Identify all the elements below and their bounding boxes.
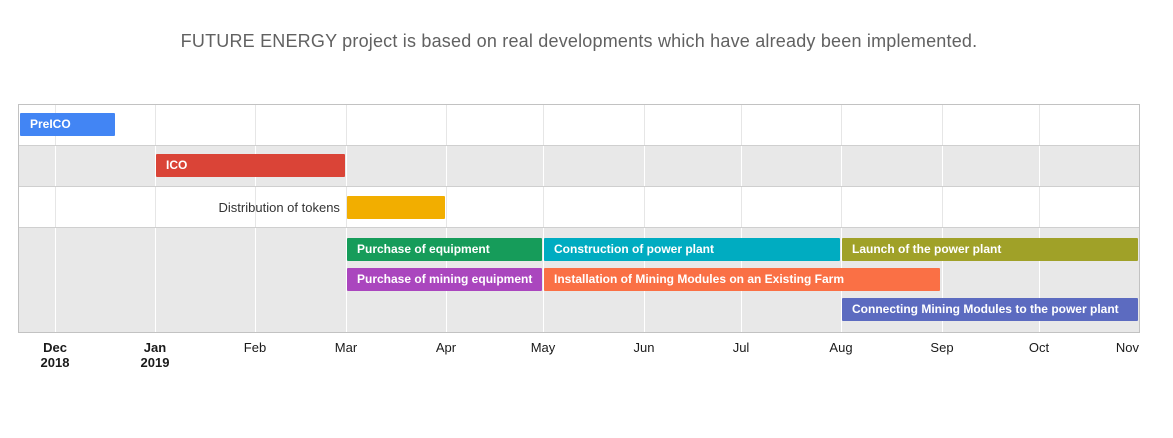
gridline (155, 187, 156, 228)
gantt-chart: PreICO ICO Distribution of tokens Purchase … (18, 104, 1140, 333)
task-bar[interactable]: Connecting Mining Modules to the power p… (842, 298, 1138, 321)
axis-year-text: 2019 (140, 355, 170, 370)
axis-month-text: Nov (1115, 340, 1139, 355)
task-label: Connecting Mining Modules to the power p… (852, 302, 1119, 316)
task-bar[interactable]: Installation of Mining Modules on an Exi… (544, 268, 940, 291)
task-label: ICO (166, 158, 188, 172)
gridline (942, 146, 943, 187)
axis-month-label: Aug (829, 340, 852, 355)
row-separator (19, 227, 1139, 228)
axis-month-text: Oct (1028, 340, 1050, 355)
gridline (543, 228, 544, 332)
gridline (1039, 105, 1040, 146)
row-separator (19, 145, 1139, 146)
axis-month-text: May (530, 340, 556, 355)
axis-month-label: Jul (733, 340, 750, 355)
task-bar[interactable]: Construction of power plant (544, 238, 840, 261)
gridline (155, 146, 156, 187)
gridline (346, 105, 347, 146)
gridline (543, 146, 544, 187)
task-label: Installation of Mining Modules on an Exi… (554, 272, 845, 286)
task-label: Construction of power plant (554, 242, 714, 256)
axis-month-label: May (531, 340, 556, 355)
gridline (255, 105, 256, 146)
gridline (741, 187, 742, 228)
row-separator (19, 186, 1139, 187)
gridline (841, 105, 842, 146)
task-bar[interactable] (347, 196, 445, 219)
axis-month-text: Apr (435, 340, 457, 355)
gridline (446, 105, 447, 146)
gridline (55, 187, 56, 228)
task-label: Purchase of mining equipment (357, 272, 533, 286)
gridline (644, 146, 645, 187)
axis-month-label: Mar (335, 340, 357, 355)
gantt-axis: Dec 2018 Jan 2019 Feb Mar Apr May Jun Jul Aug Sep Oc… (19, 340, 1139, 385)
gridline (255, 228, 256, 332)
gridline (446, 146, 447, 187)
axis-month-text: Jan (143, 340, 167, 355)
axis-month-text: Feb (243, 340, 267, 355)
axis-month-label: Feb (244, 340, 266, 355)
task-label: PreICO (30, 117, 71, 131)
gridline (644, 105, 645, 146)
axis-month-text: Jul (732, 340, 750, 355)
gridline (543, 105, 544, 146)
task-label: Launch of the power plant (852, 242, 1002, 256)
axis-year-text: 2018 (40, 355, 70, 370)
gridline (446, 187, 447, 228)
gridline (55, 146, 56, 187)
chart-title: FUTURE ENERGY project is based on real d… (180, 31, 978, 51)
gridline (741, 146, 742, 187)
task-label-outside: Distribution of tokens (218, 200, 340, 215)
axis-month-label: Nov (1116, 340, 1139, 355)
gridline (942, 187, 943, 228)
task-bar[interactable]: Purchase of mining equipment (347, 268, 542, 291)
gridline (644, 187, 645, 228)
gridline (255, 187, 256, 228)
chart-row (19, 105, 1139, 146)
gridline (55, 228, 56, 332)
chart-row (19, 187, 1139, 228)
axis-month-label: Jun (634, 340, 655, 355)
gridline (346, 146, 347, 187)
gridline (1039, 228, 1040, 332)
gridline (1039, 146, 1040, 187)
gridline (346, 187, 347, 228)
task-bar[interactable]: Purchase of equipment (347, 238, 542, 261)
task-bar[interactable]: Launch of the power plant (842, 238, 1138, 261)
gridline (741, 105, 742, 146)
gridline (543, 187, 544, 228)
gridline (155, 228, 156, 332)
gridline (346, 228, 347, 332)
gridline (841, 187, 842, 228)
axis-month-label: Dec 2018 (41, 340, 70, 370)
gridline (942, 228, 943, 332)
axis-month-text: Aug (829, 340, 853, 355)
gridline (1039, 187, 1040, 228)
gridline (155, 105, 156, 146)
axis-month-text: Jun (633, 340, 655, 355)
axis-month-text: Sep (930, 340, 954, 355)
task-bar[interactable]: PreICO (20, 113, 115, 136)
gridline (942, 105, 943, 146)
axis-month-text: Mar (334, 340, 358, 355)
axis-month-label: Apr (436, 340, 456, 355)
task-bar[interactable]: ICO (156, 154, 345, 177)
task-label: Purchase of equipment (357, 242, 490, 256)
axis-month-label: Oct (1029, 340, 1049, 355)
axis-month-text: Dec (43, 340, 67, 355)
axis-month-label: Sep (930, 340, 953, 355)
axis-month-label: Jan 2019 (141, 340, 170, 370)
gridline (841, 146, 842, 187)
